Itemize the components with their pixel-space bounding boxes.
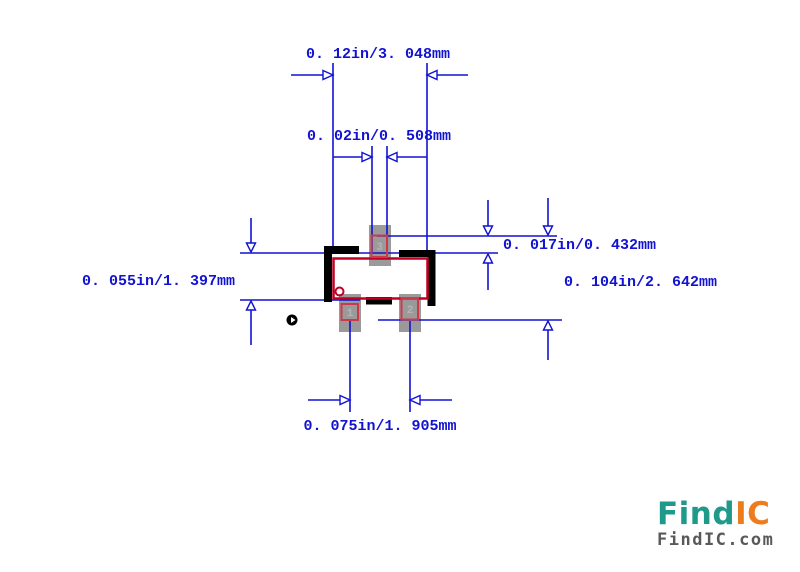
dimension-label-inner-width: 0. 02in/0. 508mm [307,128,451,145]
pad-3-outline [370,234,388,258]
silkscreen-left [324,249,332,302]
dim-pad-pitch: 0. 075in/1. 905mm [303,321,457,435]
arrowhead-down-icon [482,225,494,237]
arrowhead-up-icon [482,252,494,264]
pad-3-number: 3 [376,242,383,254]
dimension-label-overall-height: 0. 104in/2. 642mm [564,274,717,291]
arrowhead-down-icon [245,242,257,254]
dim-inner-width: 0. 02in/0. 508mm [307,128,451,254]
arrowhead-left-icon [425,69,438,81]
logo-find-text: Find [657,496,736,532]
pad-2 [399,294,421,332]
arrowhead-left-icon [385,151,398,163]
dimension-label-body-height: 0. 055in/1. 397mm [82,273,235,290]
origin-arrow [291,317,296,323]
logo-ic-text: IC [735,496,771,532]
arrowhead-up-icon [542,319,554,331]
pad-2-outline [400,297,419,321]
arrowhead-down-icon [542,225,554,237]
findic-logo-wordmark: FindIC [657,499,792,530]
dimension-label-top-width: 0. 12in/3. 048mm [306,46,450,63]
silkscreen-outline [324,246,436,306]
silkscreen-top-right [399,250,435,257]
arrowhead-right-icon [361,151,374,163]
silkscreen-right [427,250,436,306]
findic-logo: FindIC FindIC.com [657,499,792,549]
pad-1-outline [340,303,359,321]
dim-pad-top-offset: 0. 017in/0. 432mm [377,200,656,290]
findic-domain-text: FindIC.com [657,530,775,550]
dim-body-height: 0. 055in/1. 397mm [82,218,498,345]
pin1-indicator-icon [334,286,345,297]
silkscreen-top-left [324,246,359,254]
pad-2-number: 2 [407,305,414,317]
dim-top-width: 0. 12in/3. 048mm [291,46,468,253]
component-body-outline [332,257,429,300]
dimension-label-pad-top-offset: 0. 017in/0. 432mm [503,237,656,254]
arrowhead-right-icon [339,394,352,406]
arrowhead-right-icon [322,69,335,81]
arrowhead-left-icon [408,394,421,406]
silkscreen-bottom-middle [366,297,392,305]
pad-1-number: 1 [347,308,354,320]
arrowhead-up-icon [245,299,257,311]
origin-marker-icon [286,314,298,326]
pad-2-copper [399,294,421,332]
dimension-label-pad-pitch: 0. 075in/1. 905mm [303,418,456,435]
